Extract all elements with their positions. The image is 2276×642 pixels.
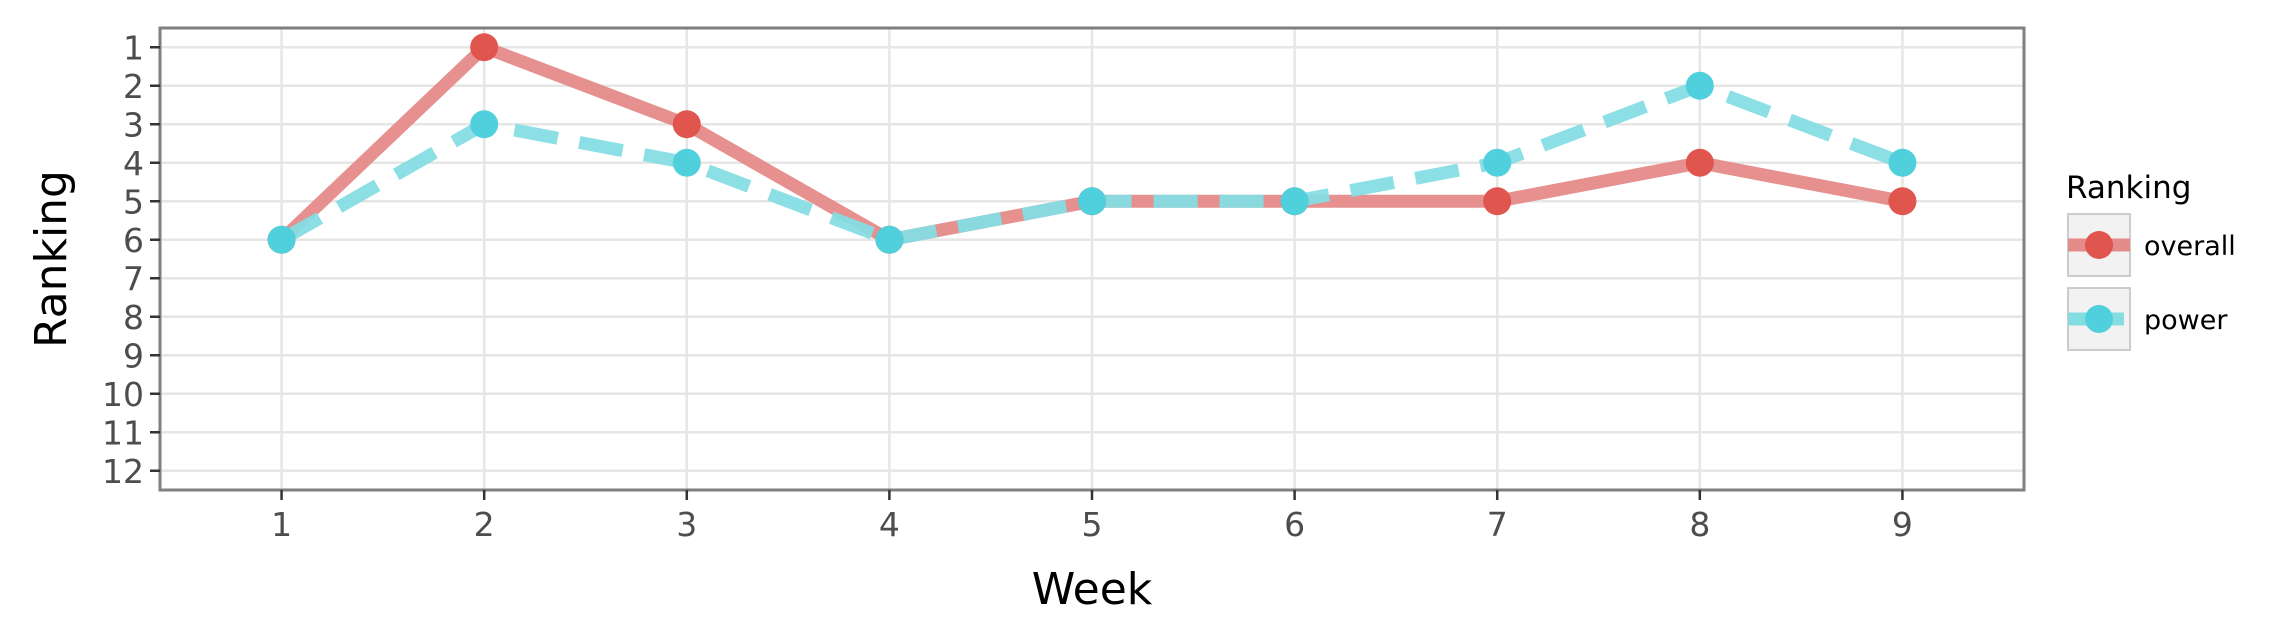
x-axis-title: Week [1032,564,1153,615]
y-tick-label: 1 [123,28,144,67]
data-point-overall [672,110,701,139]
y-tick-label: 5 [123,182,144,221]
x-tick-label: 9 [1892,505,1913,544]
legend: Ranking overall power [2066,170,2236,351]
data-point-power [672,148,701,177]
legend-key-point-power [2085,305,2113,333]
y-axis-title: Ranking [26,170,77,348]
data-point-power [267,225,296,254]
data-point-power [1078,187,1106,216]
data-point-power [1888,148,1917,177]
data-point-power [1483,148,1512,177]
x-tick-label: 5 [1082,505,1103,544]
x-tick-label: 2 [474,505,495,544]
x-tick-label: 8 [1689,505,1710,544]
y-tick-label: 11 [102,413,144,452]
data-point-overall [1685,148,1714,177]
data-point-overall [1483,187,1512,216]
y-tick-label: 6 [123,221,144,260]
data-point-power [1685,71,1714,100]
data-point-overall [470,33,499,62]
y-tick-label: 3 [123,105,144,144]
y-tick-label: 4 [123,144,144,183]
y-tick-label: 2 [123,67,144,106]
x-tick-label: 1 [271,505,292,544]
y-tick-label: 10 [102,375,144,414]
x-tick-label: 3 [676,505,697,544]
x-tick-label: 6 [1284,505,1305,544]
y-tick-label: 7 [123,259,144,298]
legend-label-overall: overall [2144,231,2236,262]
y-tick-label: 12 [102,452,144,491]
y-tick-label: 9 [123,336,144,375]
x-tick-label: 4 [879,505,900,544]
data-point-power [1280,187,1309,216]
series-points [267,33,1917,254]
data-point-overall [1888,187,1917,216]
y-tick-label: 8 [123,298,144,337]
legend-key-point-overall [2085,231,2113,259]
legend-title: Ranking [2066,170,2191,206]
legend-label-power: power [2144,305,2228,336]
data-point-power [875,225,904,254]
data-point-power [470,110,499,139]
x-tick-label: 7 [1487,505,1508,544]
